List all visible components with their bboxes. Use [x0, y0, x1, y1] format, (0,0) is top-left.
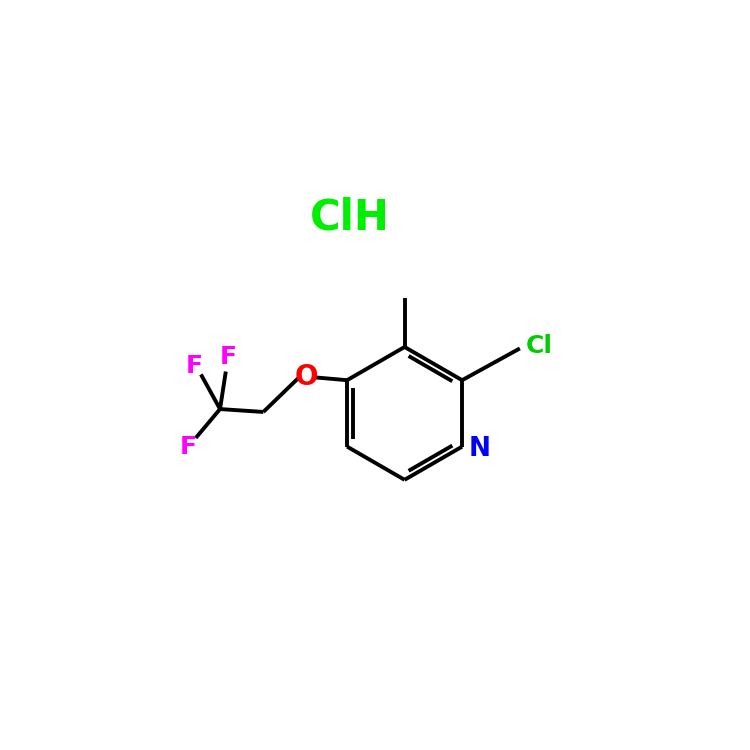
- Text: F: F: [220, 345, 237, 369]
- Text: F: F: [180, 434, 196, 458]
- Text: ClH: ClH: [310, 196, 390, 238]
- Text: Cl: Cl: [526, 334, 553, 358]
- Text: N: N: [469, 436, 491, 463]
- Text: F: F: [185, 354, 202, 378]
- Text: O: O: [295, 363, 319, 392]
